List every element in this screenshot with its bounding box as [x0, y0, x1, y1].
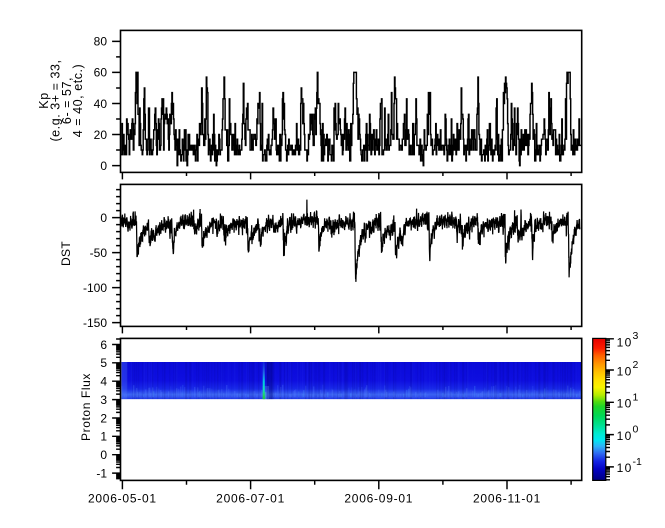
svg-text:2: 2 — [100, 411, 107, 425]
svg-text:0: 0 — [100, 211, 107, 225]
svg-text:-1: -1 — [96, 466, 107, 480]
svg-text:-100: -100 — [83, 281, 107, 295]
svg-text:4 = 40, etc.): 4 = 40, etc.) — [71, 64, 85, 138]
svg-text:-50: -50 — [90, 246, 108, 260]
svg-text:1: 1 — [100, 430, 107, 444]
svg-text:6- = 57,: 6- = 57, — [60, 77, 74, 124]
svg-text:40: 40 — [94, 97, 108, 111]
svg-text:2006-09-01: 2006-09-01 — [344, 492, 413, 506]
svg-text:60: 60 — [94, 66, 108, 80]
svg-text:(e.g. 3+ = 33,: (e.g. 3+ = 33, — [49, 59, 63, 141]
svg-text:2006-07-01: 2006-07-01 — [216, 492, 285, 506]
svg-text:20: 20 — [94, 128, 108, 142]
svg-text:Kp: Kp — [37, 92, 51, 108]
svg-text:3: 3 — [100, 393, 107, 407]
svg-text:2006-11-01: 2006-11-01 — [473, 492, 541, 506]
svg-text:-150: -150 — [83, 316, 107, 330]
svg-text:2006-05-01: 2006-05-01 — [88, 492, 157, 506]
svg-text:Proton Flux: Proton Flux — [79, 373, 93, 441]
svg-text:80: 80 — [94, 35, 108, 49]
svg-text:0: 0 — [100, 448, 107, 462]
svg-text:4: 4 — [100, 375, 107, 389]
svg-text:DST: DST — [59, 241, 73, 266]
svg-text:5: 5 — [100, 356, 107, 370]
svg-text:6: 6 — [100, 338, 107, 352]
svg-text:0: 0 — [100, 159, 107, 173]
